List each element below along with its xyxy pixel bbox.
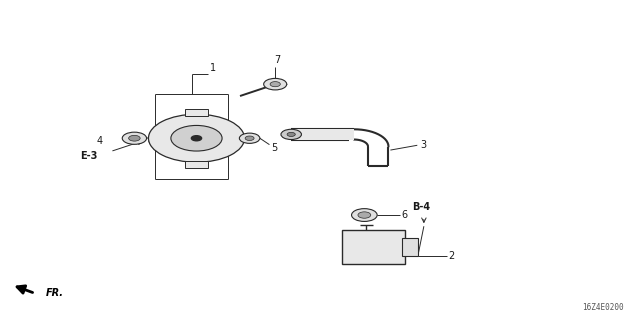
- Text: 2: 2: [449, 251, 455, 260]
- Circle shape: [148, 114, 244, 162]
- Circle shape: [281, 129, 301, 140]
- Circle shape: [351, 209, 377, 221]
- FancyBboxPatch shape: [342, 230, 405, 264]
- FancyBboxPatch shape: [185, 161, 208, 168]
- Text: 16Z4E0200: 16Z4E0200: [582, 303, 624, 312]
- Text: B-4: B-4: [412, 203, 431, 212]
- Circle shape: [287, 132, 295, 136]
- Text: 4: 4: [96, 136, 102, 146]
- Text: 7: 7: [274, 55, 280, 65]
- Circle shape: [245, 136, 254, 140]
- Circle shape: [358, 212, 371, 218]
- Text: 5: 5: [271, 143, 277, 153]
- Circle shape: [122, 132, 147, 144]
- Circle shape: [191, 136, 202, 141]
- Circle shape: [171, 125, 222, 151]
- Text: FR.: FR.: [46, 288, 64, 299]
- FancyBboxPatch shape: [402, 238, 418, 256]
- Polygon shape: [291, 129, 354, 140]
- Circle shape: [264, 78, 287, 90]
- Circle shape: [270, 82, 280, 87]
- Text: 1: 1: [210, 63, 216, 73]
- Text: E-3: E-3: [79, 151, 97, 161]
- Text: 6: 6: [401, 210, 408, 220]
- FancyBboxPatch shape: [185, 109, 208, 116]
- Circle shape: [129, 135, 140, 141]
- Text: 3: 3: [420, 140, 427, 150]
- Circle shape: [239, 133, 260, 143]
